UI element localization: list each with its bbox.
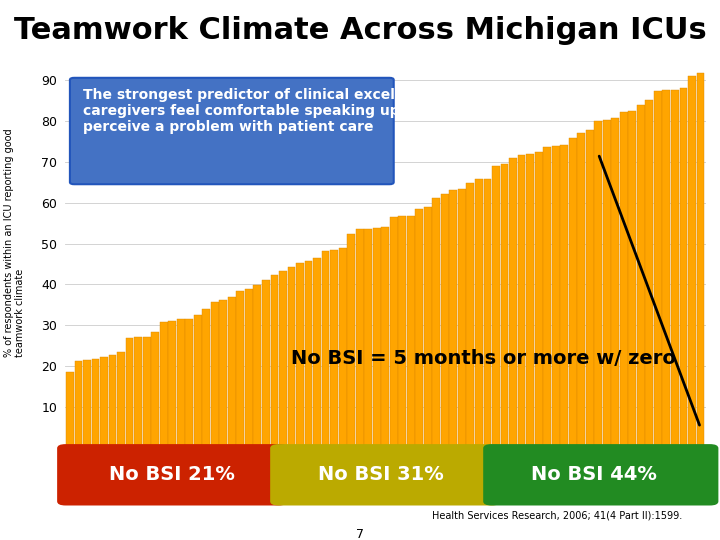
Bar — [160, 322, 168, 448]
Bar — [151, 332, 159, 448]
Bar — [475, 179, 483, 448]
Bar — [177, 319, 184, 448]
Bar — [126, 338, 133, 448]
Bar — [637, 105, 644, 448]
Bar — [484, 179, 491, 448]
Bar — [330, 249, 338, 448]
Bar — [611, 118, 619, 448]
Bar — [194, 315, 202, 448]
Bar — [202, 309, 210, 448]
Bar — [271, 275, 279, 448]
Bar — [322, 251, 330, 448]
Bar — [518, 154, 526, 448]
Bar — [296, 263, 304, 448]
Text: The strongest predictor of clinical excellence:
caregivers feel comfortable spea: The strongest predictor of clinical exce… — [83, 88, 455, 134]
Bar — [134, 338, 142, 448]
Bar — [83, 360, 91, 448]
Bar — [509, 158, 517, 448]
Text: No BSI 21%: No BSI 21% — [109, 465, 235, 484]
Bar — [245, 289, 253, 448]
Bar — [543, 147, 551, 448]
Bar — [500, 164, 508, 448]
Bar — [569, 138, 577, 448]
Bar — [253, 285, 261, 448]
Bar — [398, 216, 406, 448]
Text: Health Services Research, 2006; 41(4 Part II):1599.: Health Services Research, 2006; 41(4 Par… — [432, 511, 683, 521]
Bar — [364, 230, 372, 448]
Bar — [492, 166, 500, 448]
Bar — [688, 76, 696, 448]
Bar — [347, 233, 355, 448]
Bar — [560, 145, 568, 448]
Bar — [390, 217, 397, 448]
Bar — [338, 248, 346, 448]
Bar — [356, 230, 364, 448]
Text: % of respondents within an ICU reporting good
teamwork climate: % of respondents within an ICU reporting… — [4, 129, 25, 357]
Bar — [100, 357, 108, 448]
Bar — [74, 361, 82, 448]
Bar — [407, 216, 415, 448]
Bar — [220, 300, 228, 448]
Text: No BSI 31%: No BSI 31% — [318, 465, 444, 484]
Bar — [66, 372, 74, 448]
Bar — [441, 194, 449, 448]
Bar — [662, 90, 670, 448]
Bar — [535, 152, 542, 448]
FancyBboxPatch shape — [270, 444, 500, 505]
Bar — [168, 321, 176, 448]
Bar — [458, 189, 466, 448]
Bar — [629, 111, 636, 448]
Text: 7: 7 — [356, 528, 364, 540]
Text: No BSI 44%: No BSI 44% — [531, 465, 657, 484]
Bar — [552, 146, 559, 448]
Bar — [185, 319, 193, 448]
Bar — [671, 90, 679, 448]
Bar — [305, 260, 312, 448]
Bar — [433, 198, 440, 448]
Bar — [373, 228, 381, 448]
Bar — [603, 119, 611, 448]
Bar — [449, 190, 457, 448]
Bar — [680, 89, 688, 448]
Bar — [143, 336, 150, 448]
Bar — [211, 302, 219, 448]
FancyBboxPatch shape — [57, 444, 287, 505]
Text: Teamwork Climate Across Michigan ICUs: Teamwork Climate Across Michigan ICUs — [14, 16, 706, 45]
Bar — [645, 100, 653, 448]
Bar — [382, 227, 389, 448]
Bar — [577, 133, 585, 448]
Bar — [287, 267, 295, 448]
Bar — [262, 280, 270, 448]
Bar — [594, 122, 602, 448]
Bar — [91, 359, 99, 448]
FancyBboxPatch shape — [483, 444, 719, 505]
Bar — [467, 183, 474, 448]
Bar — [313, 258, 321, 448]
Bar — [526, 154, 534, 448]
Bar — [696, 73, 704, 448]
Bar — [415, 209, 423, 448]
Bar — [586, 130, 593, 448]
Bar — [424, 207, 432, 448]
Bar — [236, 291, 244, 448]
Bar — [279, 271, 287, 448]
Bar — [654, 91, 662, 448]
Bar — [620, 112, 628, 448]
Bar — [117, 352, 125, 448]
Bar — [228, 298, 235, 448]
FancyBboxPatch shape — [70, 78, 394, 184]
Bar — [109, 355, 117, 448]
Text: No BSI = 5 months or more w/ zero: No BSI = 5 months or more w/ zero — [292, 349, 676, 368]
